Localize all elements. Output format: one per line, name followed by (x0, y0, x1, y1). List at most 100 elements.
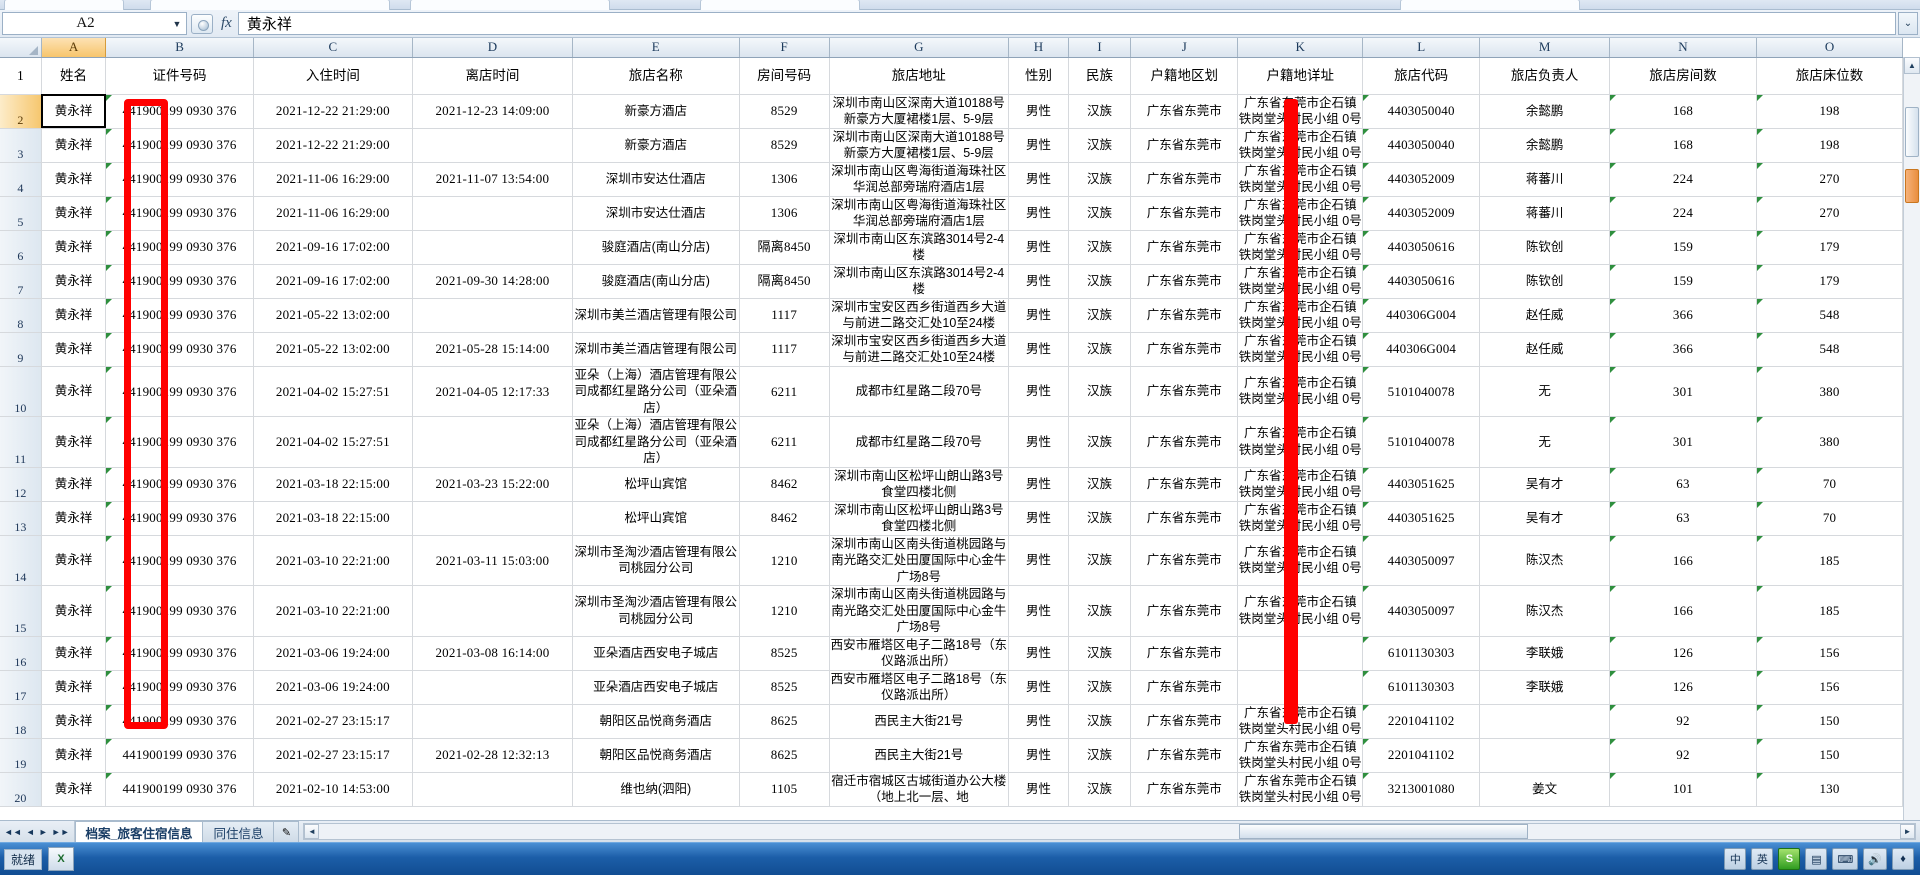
row-header-8[interactable]: 8 (0, 298, 42, 333)
column-header-a[interactable]: A (41, 38, 107, 58)
cell-room-count-r8[interactable]: 366 (1609, 298, 1758, 333)
cell-hotel-manager-r11[interactable]: 无 (1479, 416, 1610, 468)
cell-hukou-address-r18[interactable]: 广东省东莞市企石镇铁岗堂头村民小组 0号 (1237, 704, 1364, 739)
column-header-m[interactable]: M (1479, 38, 1610, 58)
column-header-b[interactable]: B (105, 38, 254, 58)
cell-hukou-region-r19[interactable]: 广东省东莞市 (1130, 738, 1239, 773)
cell-hukou-address-r12[interactable]: 广东省东莞市企石镇铁岗堂头村民小组 0号 (1237, 467, 1364, 502)
cell-room-number-r16[interactable]: 8525 (739, 636, 830, 671)
cell-gender-r19[interactable]: 男性 (1008, 738, 1069, 773)
cell-room-count-r10[interactable]: 301 (1609, 366, 1758, 417)
cell-hukou-region-r2[interactable]: 广东省东莞市 (1130, 94, 1239, 129)
vertical-scroll-thumb-secondary[interactable] (1905, 169, 1919, 203)
column-header-k[interactable]: K (1237, 38, 1364, 58)
cell-ethnicity-r16[interactable]: 汉族 (1068, 636, 1132, 671)
cell-hotel-code-r2[interactable]: 4403050040 (1362, 94, 1481, 129)
cell-room-count-r20[interactable]: 101 (1609, 772, 1758, 807)
cell-gender-r4[interactable]: 男性 (1008, 162, 1069, 197)
cell-bed-count-r12[interactable]: 70 (1756, 467, 1903, 502)
cell-checkin-time-r9[interactable]: 2021-05-22 13:02:00 (253, 332, 414, 367)
vertical-scroll-thumb[interactable] (1905, 107, 1919, 157)
cell-hukou-address-r2[interactable]: 广东省东莞市企石镇铁岗堂头村民小组 0号 (1237, 94, 1364, 129)
cell-checkin-time-r2[interactable]: 2021-12-22 21:29:00 (253, 94, 414, 129)
cell-bed-count-r11[interactable]: 380 (1756, 416, 1903, 468)
cell-hotel-name-r20[interactable]: 维也纳(泗阳) (572, 772, 740, 807)
table-row[interactable]: 10 黄永祥 441900199 0930 376 2021-04-02 15:27:… (0, 366, 1903, 417)
cell-ethnicity-r11[interactable]: 汉族 (1068, 416, 1132, 468)
cell-hotel-address-r6[interactable]: 深圳市南山区东滨路3014号2-4楼 (829, 230, 1010, 265)
cell-hukou-region-r5[interactable]: 广东省东莞市 (1130, 196, 1239, 231)
row-header-18[interactable]: 18 (0, 704, 42, 739)
cell-room-count-r9[interactable]: 366 (1609, 332, 1758, 367)
cell-checkout-time-r12[interactable]: 2021-03-23 15:22:00 (412, 467, 573, 502)
cell-hotel-name-r5[interactable]: 深圳市安达仕酒店 (572, 196, 740, 231)
cell-hukou-address-r20[interactable]: 广东省东莞市企石镇铁岗堂头村民小组 0号 (1237, 772, 1364, 807)
column-header-g[interactable]: G (829, 38, 1010, 58)
cell-gender-r18[interactable]: 男性 (1008, 704, 1069, 739)
table-row[interactable]: 19 黄永祥 441900199 0930 376 2021-02-27 23:15:… (0, 738, 1903, 773)
ribbon-tab-5[interactable] (1400, 0, 1580, 10)
cell-hukou-region-r8[interactable]: 广东省东莞市 (1130, 298, 1239, 333)
cell-hukou-address-r5[interactable]: 广东省东莞市企石镇铁岗堂头村民小组 0号 (1237, 196, 1364, 231)
vertical-scrollbar[interactable]: ▲ (1903, 57, 1920, 820)
cell-checkin-time-r13[interactable]: 2021-03-18 22:15:00 (253, 501, 414, 536)
cell-checkin-time-r15[interactable]: 2021-03-10 22:21:00 (253, 585, 414, 637)
cell-hotel-manager-r9[interactable]: 赵任威 (1479, 332, 1610, 367)
cell-checkout-time-r8[interactable] (412, 298, 573, 333)
table-row[interactable]: 6 黄永祥 441900199 0930 376 2021-09-16 17:02:0… (0, 230, 1903, 265)
cell-checkout-time-r6[interactable] (412, 230, 573, 265)
cell-hotel-code-r11[interactable]: 5101040078 (1362, 416, 1481, 468)
row-header-17[interactable]: 17 (0, 670, 42, 705)
cell-name-r2[interactable]: 黄永祥 (41, 94, 107, 129)
row-header-1[interactable]: 1 (0, 57, 42, 95)
cell-hotel-name-r16[interactable]: 亚朵酒店西安电子城店 (572, 636, 740, 671)
cell-id-number-r3[interactable]: 441900199 0930 376 (105, 128, 254, 163)
column-header-i[interactable]: I (1068, 38, 1132, 58)
table-row[interactable]: 3 黄永祥 441900199 0930 376 2021-12-22 21:29:0… (0, 128, 1903, 163)
row-header-3[interactable]: 3 (0, 128, 42, 163)
cell-checkout-time-r7[interactable]: 2021-09-30 14:28:00 (412, 264, 573, 299)
cell-id-number-r13[interactable]: 441900199 0930 376 (105, 501, 254, 536)
cell-hotel-name-r19[interactable]: 朝阳区品悦商务酒店 (572, 738, 740, 773)
column-header-n[interactable]: N (1609, 38, 1758, 58)
cell-checkout-time-r14[interactable]: 2021-03-11 15:03:00 (412, 535, 573, 586)
cell-id-number-r11[interactable]: 441900199 0930 376 (105, 416, 254, 468)
cell-hotel-code-r3[interactable]: 4403050040 (1362, 128, 1481, 163)
cell-room-count-r14[interactable]: 166 (1609, 535, 1758, 586)
table-row[interactable]: 2 黄永祥 441900199 0930 376 2021-12-22 21:29:0… (0, 94, 1903, 129)
cell-ethnicity-r9[interactable]: 汉族 (1068, 332, 1132, 367)
cell-checkin-time-r17[interactable]: 2021-03-06 19:24:00 (253, 670, 414, 705)
tray-grid-icon[interactable]: ▤ (1805, 848, 1828, 870)
cell-bed-count-r3[interactable]: 198 (1756, 128, 1903, 163)
tray-volume-icon[interactable]: 🔊 (1863, 848, 1887, 870)
cell-hotel-address-r13[interactable]: 深圳市南山区松坪山朗山路3号食堂四楼北侧 (829, 501, 1010, 536)
cell-ethnicity-r3[interactable]: 汉族 (1068, 128, 1132, 163)
cell-name-r10[interactable]: 黄永祥 (41, 366, 107, 417)
cell-id-number-r8[interactable]: 441900199 0930 376 (105, 298, 254, 333)
cell-hukou-address-r16[interactable] (1237, 636, 1364, 671)
row-header-6[interactable]: 6 (0, 230, 42, 265)
cell-hotel-name-r4[interactable]: 深圳市安达仕酒店 (572, 162, 740, 197)
cell-gender-r8[interactable]: 男性 (1008, 298, 1069, 333)
cell-checkin-time-r11[interactable]: 2021-04-02 15:27:51 (253, 416, 414, 468)
cell-gender-r17[interactable]: 男性 (1008, 670, 1069, 705)
cell-name-r16[interactable]: 黄永祥 (41, 636, 107, 671)
cell-name-r7[interactable]: 黄永祥 (41, 264, 107, 299)
cell-id-number-r19[interactable]: 441900199 0930 376 (105, 738, 254, 773)
cell-bed-count-r8[interactable]: 548 (1756, 298, 1903, 333)
cell-room-count-r13[interactable]: 63 (1609, 501, 1758, 536)
cell-checkin-time-r16[interactable]: 2021-03-06 19:24:00 (253, 636, 414, 671)
cell-hukou-address-r17[interactable] (1237, 670, 1364, 705)
cell-hotel-address-r11[interactable]: 成都市红星路二段70号 (829, 416, 1010, 468)
cell-hukou-region-r3[interactable]: 广东省东莞市 (1130, 128, 1239, 163)
cell-hukou-address-r14[interactable]: 广东省东莞市企石镇铁岗堂头村民小组 0号 (1237, 535, 1364, 586)
column-header-l[interactable]: L (1362, 38, 1481, 58)
cell-ethnicity-r6[interactable]: 汉族 (1068, 230, 1132, 265)
cell-hotel-name-r11[interactable]: 亚朵（上海）酒店管理有限公司成都红星路分公司（亚朵酒店） (572, 416, 740, 468)
cell-room-count-r4[interactable]: 224 (1609, 162, 1758, 197)
name-box[interactable]: A2 ▼ (2, 12, 187, 35)
tray-security-icon[interactable]: S (1778, 848, 1801, 870)
cell-gender-r2[interactable]: 男性 (1008, 94, 1069, 129)
cell-gender-r15[interactable]: 男性 (1008, 585, 1069, 637)
cell-hotel-manager-r15[interactable]: 陈汉杰 (1479, 585, 1610, 637)
